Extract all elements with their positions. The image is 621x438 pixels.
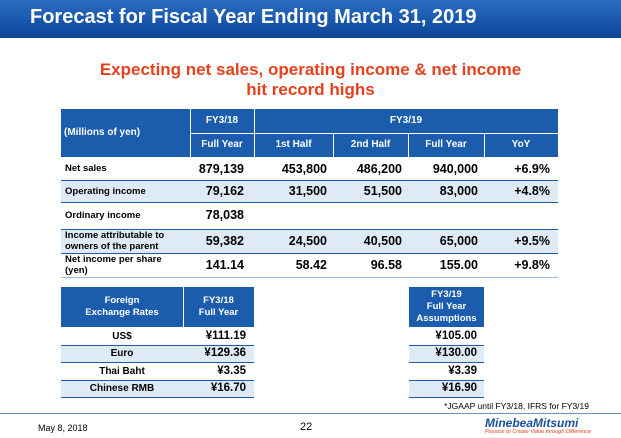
logo-tagline: Passion to Create Value through Differen… [485, 429, 591, 435]
value-1st-half: 24,500 [288, 234, 327, 248]
row-highlight [61, 180, 558, 202]
value-fy18: 879,139 [198, 162, 244, 176]
row-divider [61, 345, 254, 346]
value-yoy: +9.8% [514, 258, 550, 272]
row-highlight [61, 229, 558, 253]
value-1st-half: 31,500 [288, 184, 327, 198]
row-divider [61, 277, 558, 278]
row-highlight [409, 345, 484, 363]
row-label: Operating income [65, 186, 146, 197]
subtitle-line-1: Expecting net sales, operating income & … [99, 60, 522, 79]
value-fy18: 79,162 [205, 184, 244, 198]
row-divider [409, 362, 484, 363]
row-divider [61, 180, 558, 181]
fx-header-label: Foreign Exchange Rates [61, 287, 183, 327]
row-highlight [61, 345, 254, 363]
header-divider [333, 133, 334, 157]
page-number: 22 [300, 421, 313, 433]
row-divider [61, 380, 254, 381]
value-2nd-half: 40,500 [363, 234, 402, 248]
header-divider [408, 133, 409, 157]
fx-rate-fy18: ¥3.35 [217, 365, 246, 377]
fx-rate-fy18: ¥129.36 [204, 347, 246, 359]
fx-currency: US$ [112, 331, 132, 342]
header-1st-half: 1st Half [254, 133, 333, 157]
fx-header-fy18: FY3/18 Full Year [183, 287, 254, 327]
header-divider [183, 287, 184, 327]
value-yoy: +6.9% [514, 162, 550, 176]
fx-rate-fy18: ¥111.19 [205, 330, 246, 342]
row-highlight [409, 380, 484, 398]
subtitle-line-2: hit record highs [246, 80, 375, 99]
value-2nd-half: 96.58 [370, 258, 402, 272]
footnote: *JGAAP until FY3/18, IFRS for FY3/19 [444, 401, 589, 411]
header-fy19: FY3/19 [254, 109, 558, 133]
value-fy18: 141.14 [205, 258, 244, 272]
value-fy18: 59,382 [205, 234, 244, 248]
footer-divider [0, 413, 621, 414]
title-bar: Forecast for Fiscal Year Ending March 31… [0, 0, 621, 38]
value-1st-half: 453,800 [281, 162, 327, 176]
row-label: Income attributable to owners of the par… [65, 230, 165, 252]
value-2nd-half: 51,500 [363, 184, 402, 198]
company-logo: MinebeaMitsumi Passion to Create Value t… [485, 416, 605, 435]
header-fy18-full-year: Full Year [190, 133, 254, 157]
fx-currency: Euro [110, 348, 134, 359]
footer-date: May 8, 2018 [38, 423, 88, 433]
logo-wordmark: MinebeaMitsumi [485, 416, 579, 430]
header-full-year: Full Year [408, 133, 484, 157]
fx-rate-fy19: ¥130.00 [435, 347, 477, 359]
header-yoy: YoY [484, 133, 558, 157]
value-yoy: +9.5% [514, 234, 550, 248]
value-yoy: +4.8% [514, 184, 550, 198]
fx-currency: Thai Baht [99, 366, 145, 377]
unit-label: (Millions of yen) [61, 109, 190, 157]
value-full-year: 65,000 [439, 234, 478, 248]
row-divider [61, 202, 558, 203]
row-label: Ordinary income [65, 210, 141, 221]
header-divider [484, 133, 485, 157]
fx-rate-fy19: ¥16.90 [441, 382, 477, 394]
fx-header-fy19: FY3/19 Full Year Assumptions [409, 287, 484, 327]
row-divider [61, 253, 558, 254]
value-1st-half: 58.42 [295, 258, 327, 272]
value-full-year: 155.00 [439, 258, 478, 272]
row-divider [61, 397, 254, 398]
value-fy18: 78,038 [205, 208, 244, 222]
row-divider [61, 362, 254, 363]
fx-rate-fy19: ¥105.00 [435, 330, 477, 342]
row-highlight [61, 380, 254, 398]
row-label: Net income per share (yen) [65, 254, 162, 276]
row-divider [409, 345, 484, 346]
fx-currency: Chinese RMB [89, 383, 155, 394]
fx-rate-fy19: ¥3.39 [448, 365, 477, 377]
header-divider [190, 133, 558, 134]
row-divider [409, 380, 484, 381]
value-full-year: 940,000 [432, 162, 478, 176]
value-2nd-half: 486,200 [356, 162, 402, 176]
page-title: Forecast for Fiscal Year Ending March 31… [30, 6, 477, 28]
header-fy18: FY3/18 [190, 109, 254, 133]
row-divider [61, 229, 558, 230]
value-full-year: 83,000 [439, 184, 478, 198]
header-2nd-half: 2nd Half [333, 133, 408, 157]
row-label: Net sales [65, 163, 107, 174]
fx-rate-fy18: ¥16.70 [210, 382, 246, 394]
row-divider [409, 397, 484, 398]
